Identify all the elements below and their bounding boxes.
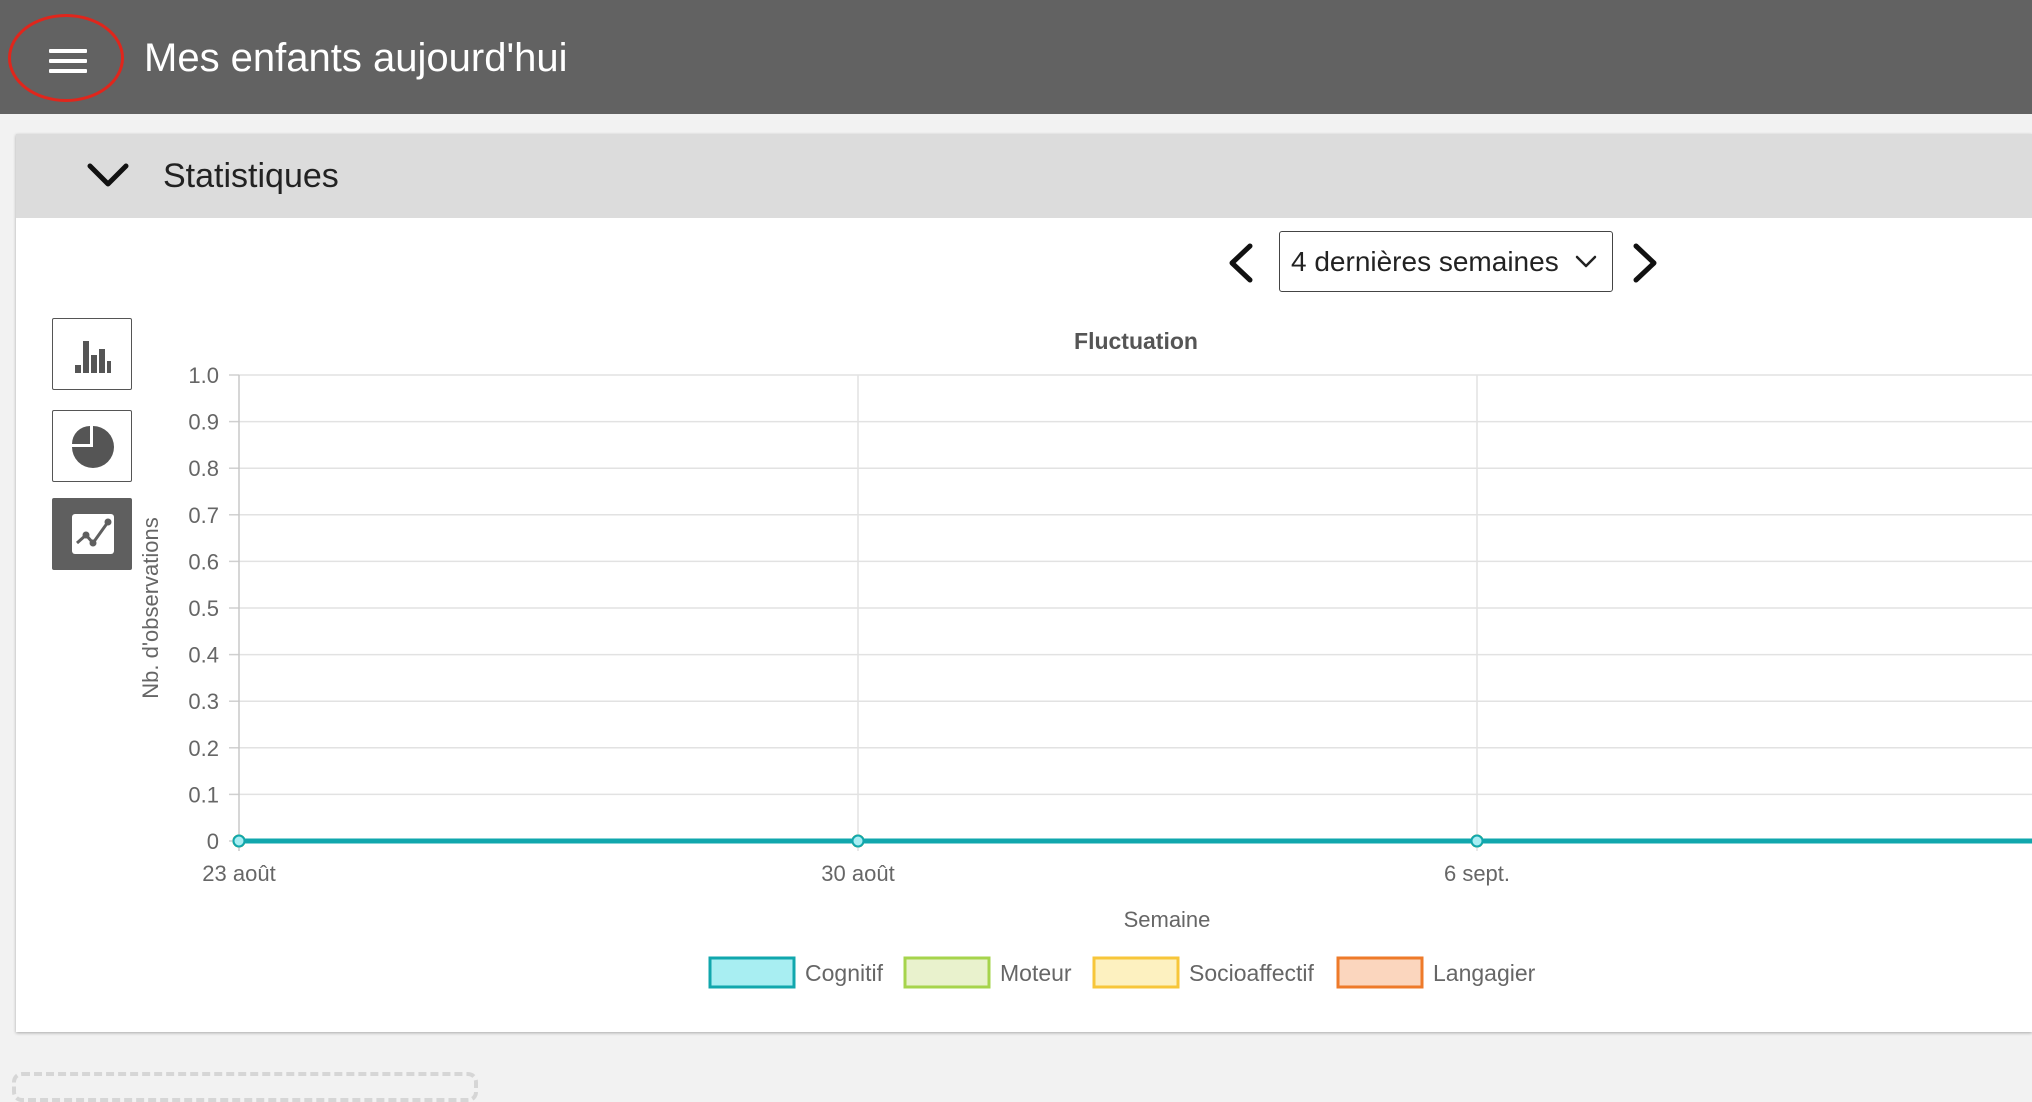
legend-swatch: [708, 956, 796, 989]
y-tick-label: 0.6: [188, 549, 219, 574]
y-axis-title: Nb. d'observations: [138, 517, 163, 699]
statistics-panel-header[interactable]: Statistiques: [16, 134, 2032, 218]
fluctuation-chart: Fluctuation 1.0 0.9 0.8 0.7 0.6 0.5 0.4 0.3 0.2 0.…: [138, 328, 2032, 989]
x-axis-title: Semaine: [1124, 907, 1211, 932]
legend-label: Cognitif: [805, 960, 884, 986]
placeholder-card: [12, 1072, 478, 1102]
legend-swatch: [903, 956, 991, 989]
y-tick-label: 0: [207, 829, 219, 854]
pie-chart-icon: [72, 426, 114, 468]
legend-swatch: [1336, 956, 1424, 989]
top-app-bar: Mes enfants aujourd'hui: [0, 0, 2032, 114]
bar-chart-icon: [75, 341, 111, 373]
data-point-0: [1470, 834, 1484, 848]
chevron-down-icon: [1575, 255, 1597, 268]
line-chart-button[interactable]: [52, 498, 132, 570]
y-tick-label: 0.3: [188, 689, 219, 714]
y-tick-label: 0.1: [188, 782, 219, 807]
y-tick-label: 1.0: [188, 363, 219, 388]
legend-label: Moteur: [1000, 960, 1072, 986]
legend-label: Langagier: [1433, 960, 1536, 986]
y-tick-label: 0.2: [188, 736, 219, 761]
y-tick-label: 0.4: [188, 643, 219, 668]
x-tick-label: 30 août: [821, 861, 894, 886]
legend-label: Socioaffectif: [1189, 960, 1314, 986]
line-chart-icon: [72, 514, 114, 554]
period-select[interactable]: 4 dernières semaines: [1279, 231, 1613, 292]
statistics-panel: Statistiques: [16, 134, 2032, 1032]
period-select-value: 4 dernières semaines: [1291, 246, 1559, 277]
y-tick-label: 0.7: [188, 503, 219, 528]
hamburger-menu-icon: [49, 49, 87, 73]
data-point-0: [232, 834, 246, 848]
chevron-left-icon: [1229, 243, 1253, 283]
legend-swatch: [1092, 956, 1180, 989]
chevron-down-icon[interactable]: [84, 156, 132, 196]
chart-title: Fluctuation: [1074, 328, 1198, 354]
previous-range-button[interactable]: [1222, 240, 1262, 286]
x-tick-label: 23 août: [202, 861, 275, 886]
pie-chart-button[interactable]: [52, 410, 132, 482]
y-tick-label: 0.8: [188, 456, 219, 481]
chevron-right-icon: [1633, 243, 1657, 283]
data-point-0: [851, 834, 865, 848]
x-tick-label: 6 sept.: [1444, 861, 1510, 886]
menu-button[interactable]: [8, 14, 124, 102]
page-title: Mes enfants aujourd'hui: [144, 36, 568, 80]
next-range-button[interactable]: [1624, 240, 1664, 286]
y-tick-label: 0.9: [188, 410, 219, 435]
panel-title: Statistiques: [163, 157, 339, 195]
y-tick-label: 0.5: [188, 596, 219, 621]
bar-chart-button[interactable]: [52, 318, 132, 390]
